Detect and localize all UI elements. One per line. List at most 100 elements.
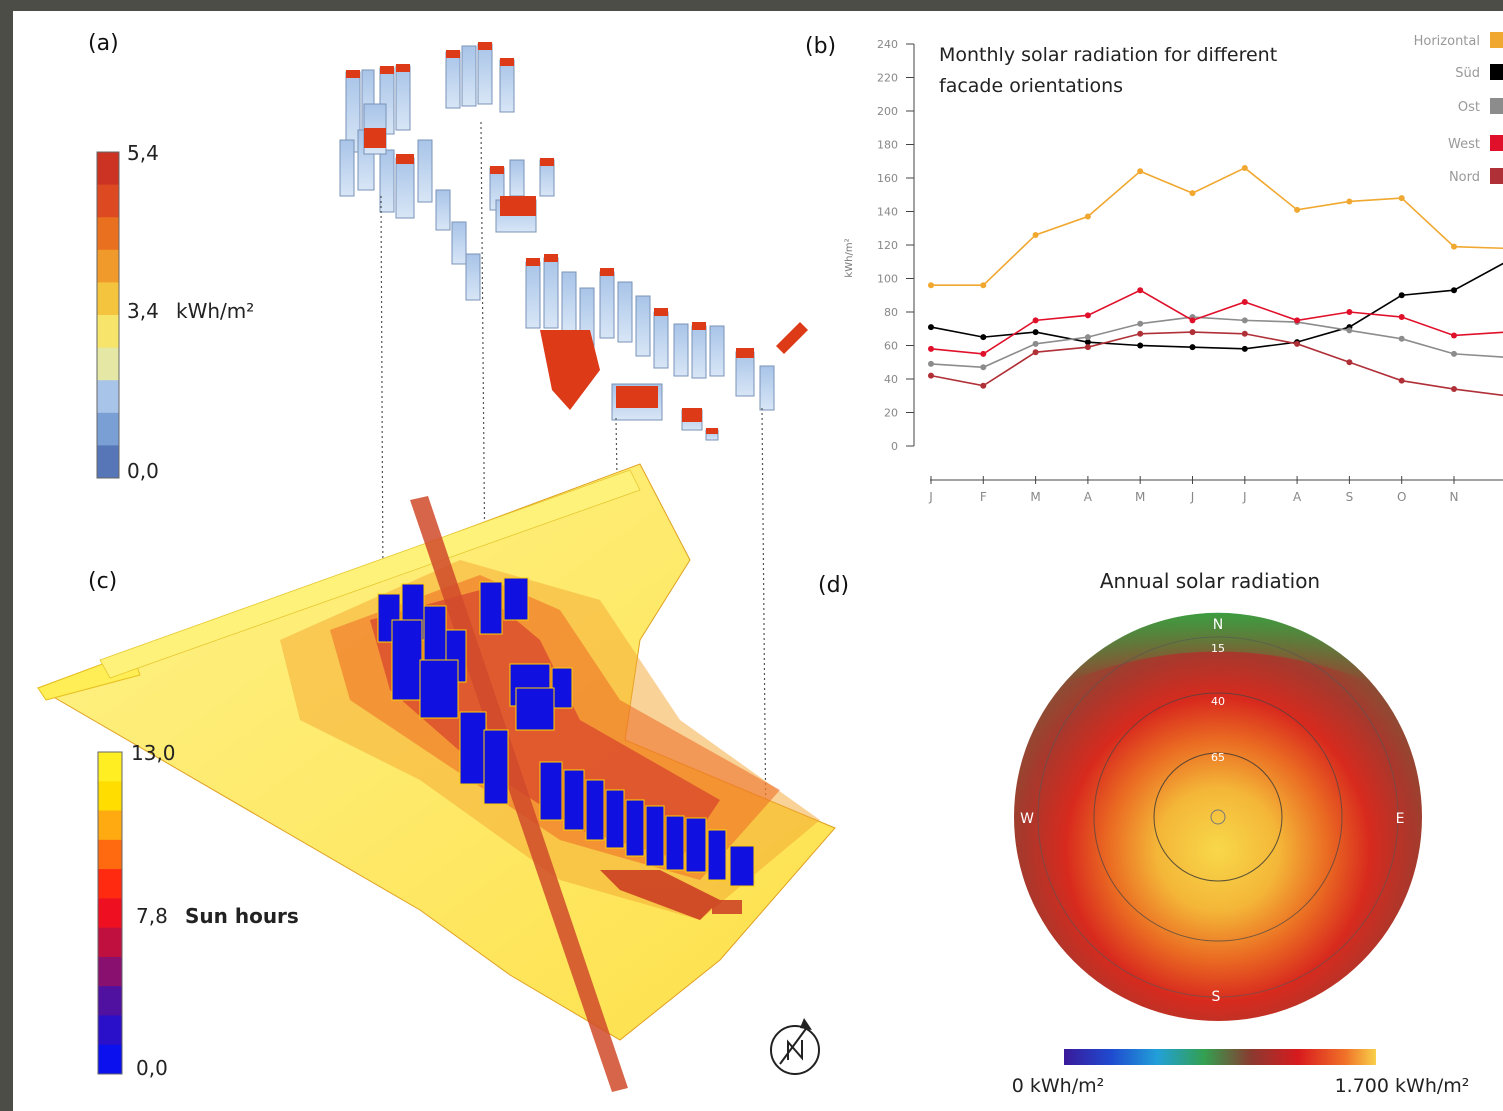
- legend-c-swatch: [98, 898, 122, 929]
- point-horizontal: [1189, 190, 1196, 197]
- dir-south: S: [1212, 989, 1221, 1005]
- point-ost: [1451, 350, 1457, 357]
- legend-a-frame: [96, 151, 120, 479]
- legend-a-min: 0,0: [127, 459, 159, 483]
- point-nord: [1084, 344, 1091, 351]
- point-ost: [1398, 335, 1405, 342]
- sky-dome-disc: [1014, 613, 1422, 1021]
- legend-label-west: West: [1448, 137, 1480, 152]
- chart-d-title: Annual solar radiation: [1100, 569, 1320, 593]
- point-nord: [1137, 330, 1144, 337]
- y-tick-label: 220: [877, 72, 898, 85]
- point-west: [1032, 317, 1039, 324]
- point-ost: [928, 360, 934, 367]
- point-horizontal: [1032, 231, 1039, 238]
- series-line-süd: [930, 262, 1503, 350]
- annual-radiation-polar-chart: Annual solar radiation N E S W 15 40 65 …: [1012, 569, 1470, 1097]
- chart-b-title-line1: Monthly solar radiation for different: [939, 44, 1277, 66]
- panel-label-c: (c): [88, 569, 117, 594]
- chart-d-colorbar-min: 0 kWh/m²: [1012, 1075, 1105, 1097]
- point-nord: [1294, 340, 1301, 347]
- point-horizontal: [928, 282, 934, 289]
- y-tick-label: 140: [877, 206, 898, 219]
- point-horizontal: [980, 282, 987, 289]
- x-tick-label: J: [1190, 490, 1195, 504]
- y-tick-label: 40: [884, 373, 898, 386]
- point-nord: [980, 382, 987, 389]
- legend-a-swatch: [97, 380, 119, 414]
- y-tick-label: 240: [877, 38, 898, 51]
- x-tick-label: O: [1397, 490, 1406, 504]
- point-west: [928, 345, 934, 352]
- zenith-marker: [1210, 809, 1226, 825]
- point-horizontal: [1294, 206, 1301, 213]
- y-tick-label: 0: [891, 440, 898, 453]
- legend-c-swatch: [98, 1044, 122, 1075]
- x-tick-label: M: [1135, 490, 1145, 504]
- point-west: [1084, 312, 1091, 319]
- y-tick-label: 200: [877, 105, 898, 118]
- point-west: [1189, 317, 1196, 324]
- x-tick-label: S: [1346, 490, 1354, 504]
- point-ost: [1032, 340, 1039, 347]
- legend-a-unit: kWh/m²: [176, 299, 254, 323]
- point-süd: [1189, 344, 1196, 351]
- series-line-horizontal: [931, 167, 1503, 287]
- x-tick-label: F: [980, 490, 987, 504]
- ring-40: [1093, 692, 1343, 942]
- building-radiation-model: [339, 42, 808, 441]
- x-tick-label: N: [1450, 490, 1459, 504]
- point-ost: [1137, 320, 1144, 327]
- point-ost: [1084, 334, 1091, 341]
- legend-swatch-ost: [1490, 98, 1503, 114]
- legend-label-süd: Süd: [1455, 66, 1480, 81]
- sun-hours-colorbar: [97, 751, 123, 1075]
- legend-a-swatch: [97, 217, 119, 251]
- point-süd: [1084, 339, 1091, 346]
- point-west: [1137, 287, 1144, 294]
- point-horizontal: [1137, 168, 1144, 175]
- legend-a-swatch: [97, 445, 119, 479]
- point-nord: [1241, 330, 1248, 337]
- legend-c-swatch: [98, 956, 122, 987]
- y-tick-label: 80: [884, 306, 898, 319]
- point-west: [1294, 317, 1301, 324]
- ring-label-40: 40: [1211, 695, 1225, 708]
- y-tick-label: 180: [877, 139, 898, 152]
- legend-a-max: 5,4: [127, 141, 159, 165]
- series-line-nord: [930, 331, 1503, 397]
- point-süd: [1137, 342, 1144, 349]
- y-tick-label: 100: [877, 273, 898, 286]
- x-tick-label: M: [1030, 490, 1040, 504]
- legend-c-mid: 7,8: [136, 904, 168, 928]
- ring-label-15: 15: [1211, 642, 1225, 655]
- point-horizontal: [1398, 195, 1405, 202]
- point-west: [1451, 332, 1457, 339]
- legend-a-swatch: [97, 412, 119, 446]
- legend-a-swatch: [97, 152, 119, 186]
- y-tick-label: 120: [877, 239, 898, 252]
- x-tick-label: A: [1084, 490, 1093, 504]
- legend-a-mid: 3,4: [127, 299, 159, 323]
- series-line-west: [930, 289, 1503, 355]
- legend-c-max: 13,0: [131, 741, 176, 765]
- point-nord: [928, 372, 934, 379]
- point-horizontal: [1241, 164, 1248, 171]
- legend-a-swatch: [97, 347, 119, 381]
- point-horizontal: [1451, 243, 1457, 250]
- chart-b-title-line2: facade orientations: [939, 75, 1123, 97]
- chart-d-colorbar: [1064, 1049, 1376, 1065]
- point-ost: [1241, 317, 1248, 324]
- point-west: [1241, 298, 1248, 305]
- panel-label-d: (d): [818, 573, 849, 598]
- legend-a-swatch: [97, 184, 119, 218]
- legend-c-swatch: [98, 1015, 122, 1046]
- point-horizontal: [1346, 198, 1353, 205]
- ring-65: [1153, 752, 1283, 882]
- point-nord: [1032, 349, 1039, 356]
- legend-a-swatch: [97, 282, 119, 316]
- point-west: [980, 350, 987, 357]
- point-west: [1398, 314, 1405, 321]
- legend-c-swatch: [98, 986, 122, 1016]
